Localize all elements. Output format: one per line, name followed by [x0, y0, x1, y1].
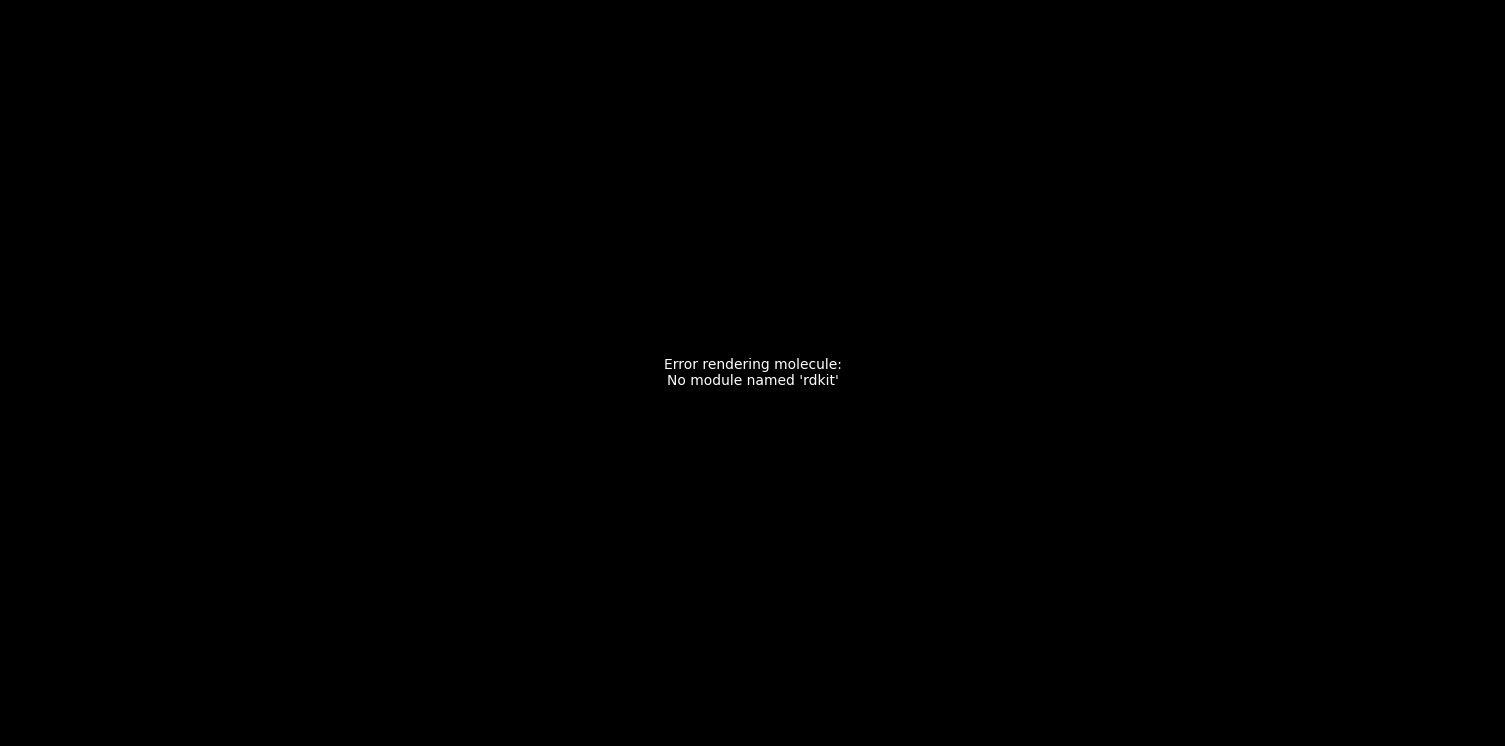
Text: Error rendering molecule:
No module named 'rdkit': Error rendering molecule: No module name… [664, 358, 841, 388]
